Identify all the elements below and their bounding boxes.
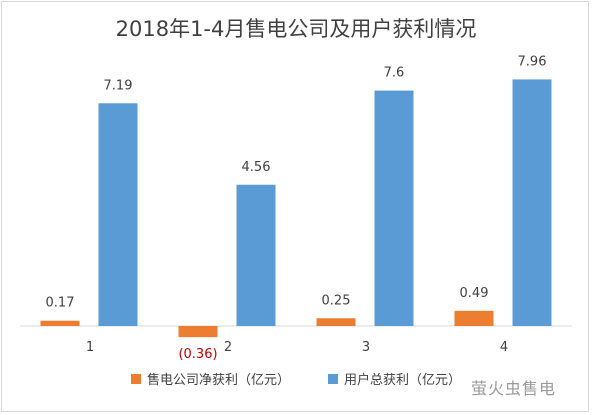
legend-item-users: 用户总获利（亿元） [328,369,461,388]
legend-label-users: 用户总获利（亿元） [344,373,462,388]
data-label-s0-4: 0.49 [460,286,489,301]
x-tick-label-3: 3 [362,340,370,355]
data-label-s0-1: 0.17 [46,296,75,311]
bar-s1-2 [236,184,276,326]
legend-label-company: 售电公司净获利（亿元） [146,373,290,388]
data-label-s0-3: 0.25 [322,293,351,308]
data-label-s1-4: 7.96 [518,54,547,69]
data-label-s0-2: (0.36) [178,347,217,362]
legend-swatch-company [130,373,141,384]
bar-s0-1 [40,320,80,326]
data-label-s1-3: 7.6 [384,66,405,81]
x-tick-label-2: 2 [224,340,232,355]
x-tick-label-4: 4 [500,340,508,355]
bar-s1-3 [374,90,414,327]
data-label-s1-1: 7.19 [104,78,133,93]
watermark: 萤火虫售电 [470,379,556,398]
bar-s1-1 [98,103,138,326]
data-label-s1-2: 4.56 [242,160,271,175]
x-tick-label-1: 1 [86,340,94,355]
legend-swatch-users [328,373,338,384]
legend-item-company: 售电公司净获利（亿元） [130,369,290,388]
bar-s1-4 [512,79,552,326]
bar-s0-3 [316,318,356,326]
legend: 售电公司净获利（亿元） 用户总获利（亿元） [0,369,592,388]
bar-s0-4 [454,310,494,326]
chart-title: 2018年1-4月售电公司及用户获利情况 [115,17,477,41]
bar-s0-2 [178,326,218,338]
